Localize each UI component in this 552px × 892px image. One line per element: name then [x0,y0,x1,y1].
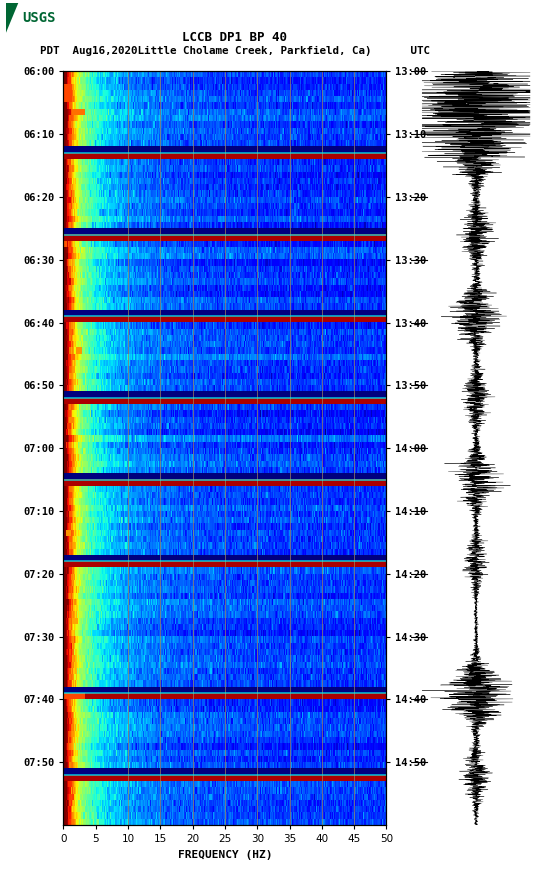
Text: LCCB DP1 BP 40: LCCB DP1 BP 40 [182,31,287,44]
X-axis label: FREQUENCY (HZ): FREQUENCY (HZ) [178,850,272,860]
Polygon shape [6,3,18,34]
Text: USGS: USGS [22,12,56,25]
Text: PDT  Aug16,2020Little Cholame Creek, Parkfield, Ca)      UTC: PDT Aug16,2020Little Cholame Creek, Park… [40,45,429,56]
